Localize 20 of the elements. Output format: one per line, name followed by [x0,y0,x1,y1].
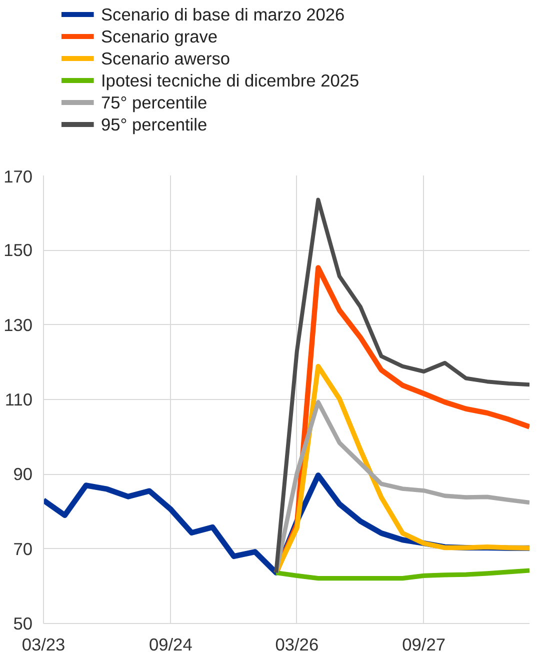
y-tick-label: 110 [4,390,33,410]
y-tick-label: 130 [4,314,33,335]
x-tick-label: 09/24 [148,634,193,654]
line-series [274,400,530,575]
legend-label: 75° percentile [100,92,208,112]
legend-label: 95° percentile [100,114,208,134]
legend-label: Scenario grave [100,26,218,46]
line-series [274,198,530,575]
legend-label: Scenario di base di marzo 2026 [100,4,345,24]
y-tick-label: 150 [4,240,33,260]
x-tick-label: 03/26 [275,634,319,654]
x-tick-label: 03/23 [22,634,66,654]
y-tick-label: 50 [13,614,33,634]
legend-label: Scenario awerso [100,48,230,68]
y-tick-label: 170 [4,166,33,186]
x-tick-label: 09/27 [402,634,446,654]
y-tick-label: 70 [13,538,33,559]
y-tick-label: 90 [13,464,33,484]
line-series [274,568,530,581]
legend-label: Ipotesi tecniche di dicembre 2025 [100,70,360,90]
